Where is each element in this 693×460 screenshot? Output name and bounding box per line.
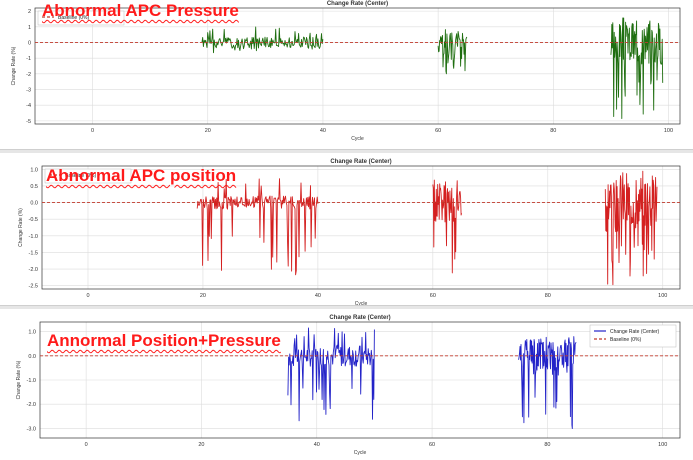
y-tick-label: -1.5 [29, 250, 38, 256]
plot-frame [34, 7, 681, 125]
y-tick-label: 1.0 [30, 167, 38, 173]
overlay-label-position: Abnormal APC position [46, 166, 237, 185]
legend-entry: Baseline (0%) [58, 15, 89, 21]
x-tick-label: 40 [314, 442, 320, 448]
x-tick-label: 60 [429, 442, 435, 448]
series-line-segment [287, 327, 375, 422]
y-tick-label: -2.0 [27, 402, 36, 408]
y-tick-label: 0.0 [28, 354, 36, 360]
x-axis-label: Cycle [351, 136, 364, 142]
x-tick-label: 0 [85, 442, 88, 448]
y-tick-label: -4 [26, 103, 31, 109]
y-tick-label: -0.5 [29, 217, 38, 223]
y-tick-label: 0.5 [30, 184, 38, 190]
series-line-segment [196, 178, 319, 276]
x-axis-label: Cycle [355, 301, 368, 307]
panel-divider [0, 149, 693, 153]
x-tick-label: 40 [315, 293, 321, 299]
series-line-segment [610, 17, 664, 119]
y-tick-label: -1.0 [29, 234, 38, 240]
series-line-segment [604, 170, 658, 286]
y-tick-label: 0 [28, 40, 31, 46]
y-tick-label: -2 [26, 72, 31, 78]
x-tick-label: 0 [91, 128, 94, 134]
x-axis-label: Cycle [354, 450, 367, 456]
plot-frame [41, 165, 681, 290]
y-tick-label: 1 [28, 25, 31, 31]
y-tick-label: -1 [26, 56, 31, 62]
y-tick-label: 2 [28, 9, 31, 15]
chart-combined: Change Rate (Center) 0 20 40 60 80 100 1.0 0.0 -1… [16, 315, 681, 456]
x-tick-label: 100 [658, 442, 667, 448]
chart-panel-pressure: Change Rate (Center) 0 20 40 60 80 100 2 1 0 -1 -2 -… [0, 0, 693, 148]
series-line-segment [518, 336, 577, 430]
y-tick-label: -3.0 [27, 426, 36, 432]
y-tick-label: -2.0 [29, 267, 38, 273]
plot-frame [39, 321, 681, 439]
legend-entry: Change Rate (Center) [610, 329, 660, 335]
x-tick-label: 20 [198, 442, 204, 448]
legend-entry: Baseline (0%) [65, 173, 96, 179]
legend-box [44, 168, 132, 184]
y-tick-label: 1.0 [28, 330, 36, 336]
y-tick-label: -5 [26, 119, 31, 125]
y-tick-label: -1.0 [27, 378, 36, 384]
chart-position: Change Rate (Center) 0 20 40 60 80 100 1.0 0.5 0.… [18, 159, 681, 307]
legend-entry: Baseline (0%) [610, 337, 641, 343]
legend-box [37, 10, 125, 26]
x-tick-label: 20 [200, 293, 206, 299]
overlay-label-pressure: Abnormal APC Pressure [42, 1, 239, 20]
y-tick-label: -2.5 [29, 284, 38, 290]
series-line-segment [201, 26, 324, 54]
chart-title: Change Rate (Center) [329, 315, 390, 321]
x-tick-label: 80 [550, 128, 556, 134]
legend-box [589, 324, 677, 348]
x-tick-label: 100 [658, 293, 667, 299]
x-tick-label: 60 [435, 128, 441, 134]
overlay-label-combined: Annormal Position+Pressure [47, 331, 281, 350]
y-axis-label: Change Rate (%) [11, 46, 17, 85]
x-tick-label: 80 [545, 293, 551, 299]
y-axis-label: Change Rate (%) [16, 360, 22, 399]
series-line-segment [437, 29, 468, 75]
x-tick-label: 40 [320, 128, 326, 134]
chart-panel-combined: Change Rate (Center) 0 20 40 60 80 100 1.0 0.0 -1… [0, 309, 693, 460]
x-tick-label: 60 [430, 293, 436, 299]
series-line-segment [432, 179, 463, 274]
x-tick-label: 80 [544, 442, 550, 448]
y-tick-label: 0.0 [30, 201, 38, 207]
y-tick-label: -3 [26, 88, 31, 94]
chart-title: Change Rate (Center) [330, 159, 391, 165]
x-tick-label: 100 [664, 128, 673, 134]
chart-pressure: Change Rate (Center) 0 20 40 60 80 100 2 1 0 -1 -2 -… [11, 1, 681, 142]
y-axis-label: Change Rate (%) [18, 208, 24, 247]
panel-divider [0, 305, 693, 309]
chart-title: Change Rate (Center) [327, 1, 388, 7]
x-tick-label: 0 [86, 293, 89, 299]
chart-panel-position: Change Rate (Center) 0 20 40 60 80 100 1.0 0.5 0.… [0, 153, 693, 307]
x-tick-label: 20 [205, 128, 211, 134]
